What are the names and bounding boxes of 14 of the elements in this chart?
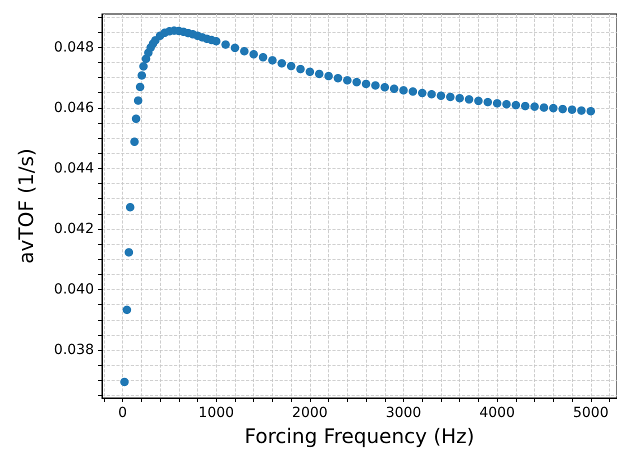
x-tick-label: 2000 [292, 405, 328, 421]
y-axis-title: avTOF (1/s) [14, 148, 38, 264]
x-tick-label: 1000 [198, 405, 234, 421]
y-tick-label: 0.046 [54, 100, 94, 116]
x-tick-label: 4000 [479, 405, 515, 421]
x-tick-label: 0 [118, 405, 128, 421]
y-tick-label: 0.044 [54, 160, 94, 176]
y-tick-label: 0.040 [54, 282, 94, 298]
y-tick-label: 0.048 [54, 39, 94, 56]
y-tick-label: 0.038 [54, 342, 94, 358]
x-tick-label: 3000 [386, 405, 422, 421]
x-axis-title: Forcing Frequency (Hz) [244, 424, 474, 448]
y-tick-label: 0.042 [54, 221, 94, 238]
x-tick-label: 5000 [572, 405, 609, 421]
